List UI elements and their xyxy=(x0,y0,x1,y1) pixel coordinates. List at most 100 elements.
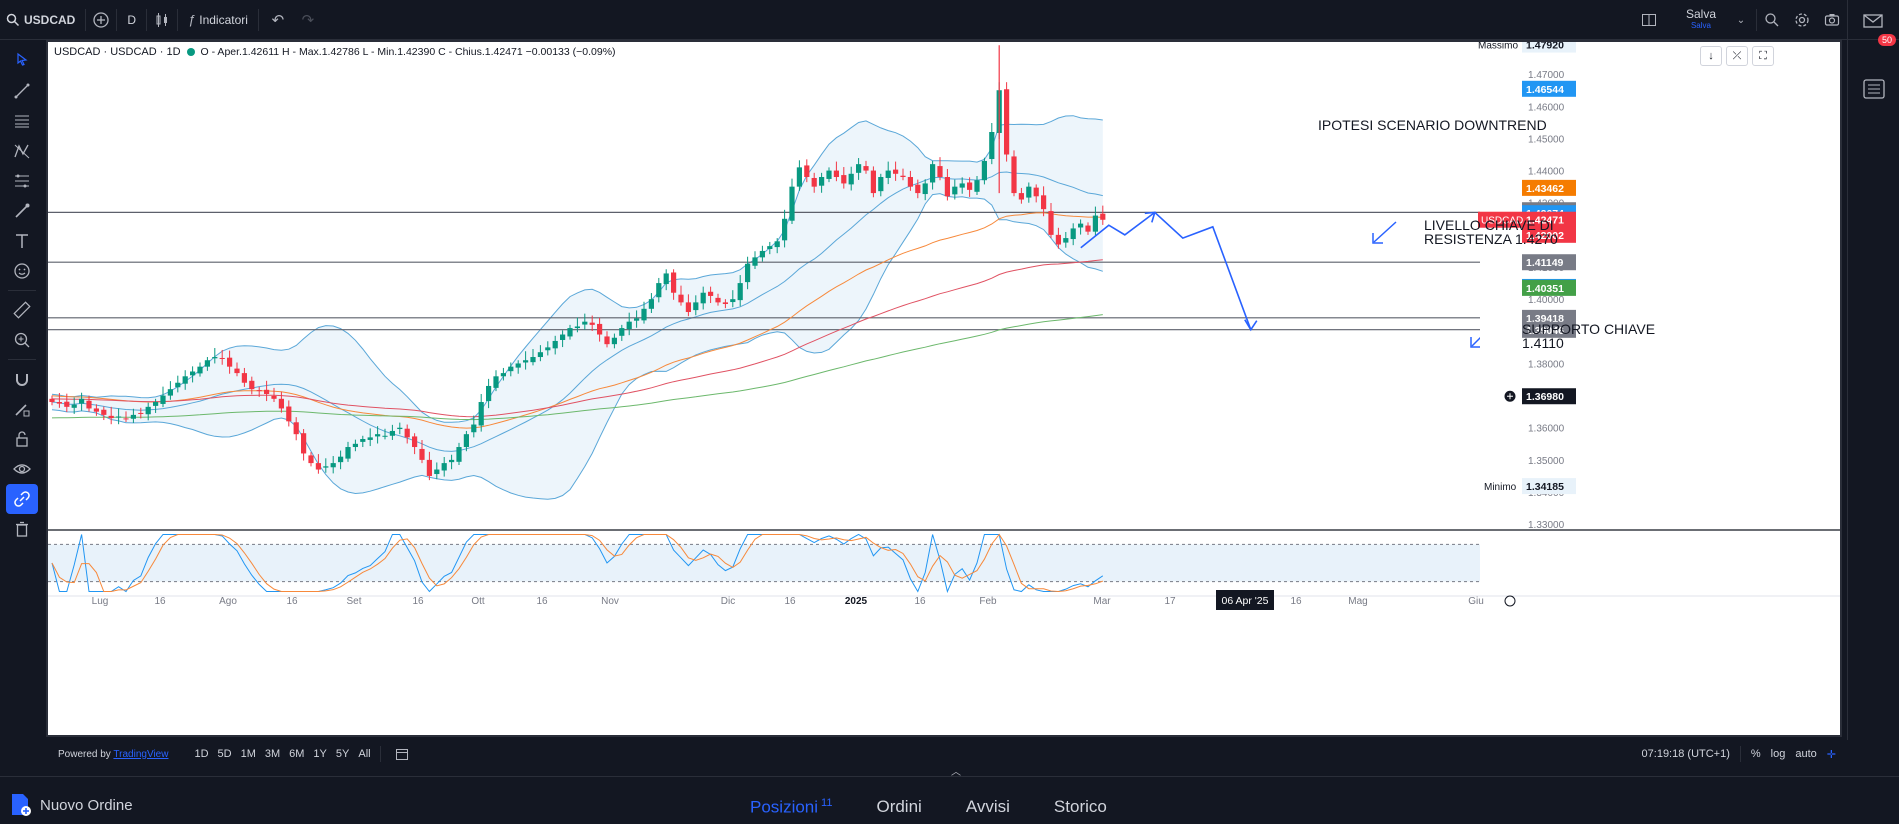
time-tick-label[interactable]: 16 xyxy=(154,596,166,607)
range-5d[interactable]: 5D xyxy=(217,748,232,760)
settings-button[interactable] xyxy=(1787,5,1817,35)
crosshair-icon[interactable]: ✛ xyxy=(1826,748,1836,761)
chart-svg[interactable]: 100.000.0046.4742.10 1.47000 1.46000 1.450… xyxy=(48,42,1840,735)
scroll-down-button[interactable]: ↓ xyxy=(1700,46,1722,66)
resistance-pointer[interactable] xyxy=(1373,221,1397,243)
tab-positions[interactable]: Posizioni 11 xyxy=(750,797,832,818)
horizontal-levels[interactable] xyxy=(48,211,1480,331)
price-tag[interactable]: 1.47920 xyxy=(1522,42,1576,53)
goto-date-button[interactable] xyxy=(387,739,417,769)
price-tick-label[interactable]: 1.44000 xyxy=(1528,167,1565,178)
time-tick-label[interactable]: Mag xyxy=(1348,596,1367,607)
range-all[interactable]: All xyxy=(358,748,371,760)
time-tick-label[interactable]: Set xyxy=(346,596,361,607)
annotation-text[interactable]: IPOTESI SCENARIO DOWNTREND xyxy=(1318,117,1547,133)
log-toggle[interactable]: log xyxy=(1770,748,1786,760)
legend-title[interactable]: USDCAD · USDCAD · 1D xyxy=(54,46,181,58)
symbol-tag-bg[interactable] xyxy=(1478,211,1522,228)
maximize-button[interactable]: ⛶ xyxy=(1752,46,1774,66)
time-tick-label[interactable]: 16 xyxy=(914,596,926,607)
stay-drawing-tool[interactable] xyxy=(6,394,38,424)
annotations[interactable]: IPOTESI SCENARIO DOWNTREND LIVELLO CHIAVE… xyxy=(1318,117,1655,351)
price-tag[interactable]: 1.42471 xyxy=(1522,211,1576,228)
price-tick-label[interactable]: 1.47000 xyxy=(1528,70,1565,81)
price-tag[interactable]: 1.43462 xyxy=(1522,179,1576,196)
time-axis[interactable]: Lug 16 Ago 16 Set 16 Ott 16 Nov Dic 16 2025 16 Feb Mar… xyxy=(48,590,1840,610)
chart-type-button[interactable] xyxy=(147,5,177,35)
tab-orders[interactable]: Ordini xyxy=(876,797,921,818)
price-tag[interactable]: 1.41149 xyxy=(1522,254,1576,271)
projection-arrowhead[interactable] xyxy=(1244,319,1258,332)
price-tick-label[interactable]: 1.40000 xyxy=(1528,295,1565,306)
time-tick-label[interactable]: 16 xyxy=(412,596,424,607)
snapshot-button[interactable] xyxy=(1817,5,1847,35)
price-tag[interactable]: 1.39046 xyxy=(1522,321,1576,338)
zoom-tool[interactable] xyxy=(6,325,38,355)
range-1d[interactable]: 1D xyxy=(194,748,209,760)
price-tag[interactable]: 1.46544 xyxy=(1522,80,1576,97)
tradingview-link[interactable]: TradingView xyxy=(113,748,169,760)
fib-tool[interactable] xyxy=(6,106,38,136)
collapse-button[interactable]: ⤫ xyxy=(1726,46,1748,66)
projection-path[interactable] xyxy=(1080,211,1252,330)
time-tick-label[interactable]: Nov xyxy=(601,596,619,607)
symbol-search[interactable]: USDCAD xyxy=(0,0,85,40)
axis-settings-icon[interactable] xyxy=(1504,595,1516,607)
annotation-text[interactable]: RESISTENZA 1.4270 xyxy=(1424,231,1558,247)
time-tick-label[interactable]: Giu xyxy=(1468,596,1484,607)
lock-tool[interactable] xyxy=(6,424,38,454)
time-tick-label[interactable]: 16 xyxy=(1290,596,1302,607)
text-tool[interactable] xyxy=(6,226,38,256)
price-tag[interactable]: 1.42002 xyxy=(1522,226,1576,243)
forecast-tool[interactable] xyxy=(6,166,38,196)
measure-tool[interactable] xyxy=(6,295,38,325)
time-tick-label[interactable]: 16 xyxy=(536,596,548,607)
price-tick-label[interactable]: 1.46000 xyxy=(1528,102,1565,113)
support-pointer-head[interactable] xyxy=(1470,337,1481,348)
range-1y[interactable]: 1Y xyxy=(313,748,327,760)
cursor-tool[interactable] xyxy=(6,44,38,74)
cursor-date-label[interactable]: 06 Apr '25 xyxy=(1222,595,1269,607)
percent-toggle[interactable]: % xyxy=(1750,748,1761,760)
resistance-pointer-head[interactable] xyxy=(1372,233,1383,244)
undo-button[interactable]: ↶ xyxy=(263,5,293,35)
time-tick-label[interactable]: 2025 xyxy=(845,596,868,607)
time-tick-label[interactable]: 16 xyxy=(286,596,298,607)
range-6m[interactable]: 6M xyxy=(289,748,305,760)
time-tick-label[interactable]: Lug xyxy=(92,596,109,607)
price-tag[interactable]: 1.40351 xyxy=(1522,279,1576,296)
time-tick-label[interactable]: 16 xyxy=(784,596,796,607)
watchlist-button[interactable] xyxy=(1859,74,1889,104)
time-tick-label[interactable]: Ago xyxy=(219,596,237,607)
compare-button[interactable] xyxy=(86,5,116,35)
time-tick-label[interactable]: Mar xyxy=(1093,596,1111,607)
quick-search-button[interactable] xyxy=(1757,5,1787,35)
range-5y[interactable]: 5Y xyxy=(335,748,350,760)
layout-button[interactable] xyxy=(1634,5,1664,35)
redo-button[interactable]: ↷ xyxy=(293,5,323,35)
save-button[interactable]: Salva Salva xyxy=(1676,8,1726,32)
time-tick-label[interactable]: 17 xyxy=(1164,596,1176,607)
tab-alerts[interactable]: Avvisi xyxy=(966,797,1010,818)
price-tag[interactable]: 1.34185 xyxy=(1522,478,1576,495)
price-axis[interactable]: 1.470001.460001.450001.440001.430001.420… xyxy=(48,42,1840,735)
pattern-tool[interactable] xyxy=(6,136,38,166)
new-order-button[interactable]: Nuovo Ordine xyxy=(10,793,133,817)
sync-tool[interactable] xyxy=(6,484,38,514)
symbol-tag-label[interactable]: USDCAD xyxy=(1481,216,1523,227)
panel-toggle[interactable]: ︿ xyxy=(944,764,968,778)
price-tick-label[interactable]: 1.35000 xyxy=(1528,456,1565,467)
chart-area[interactable]: 100.000.0046.4742.10 1.47000 1.46000 1.450… xyxy=(46,40,1842,737)
range-3m[interactable]: 3M xyxy=(264,748,281,760)
clock[interactable]: 07:19:18 (UTC+1) xyxy=(1641,748,1730,760)
projection-arrows[interactable] xyxy=(1080,211,1491,348)
annotation-text[interactable]: SUPPORTO CHIAVE xyxy=(1522,321,1655,337)
time-tick-label[interactable]: Ott xyxy=(471,596,485,607)
trendline-tool[interactable] xyxy=(6,76,38,106)
messages-button[interactable] xyxy=(1858,6,1888,36)
projection-arrowhead[interactable] xyxy=(1144,211,1156,223)
price-tick-label[interactable]: 1.38000 xyxy=(1528,359,1565,370)
indicators-button[interactable]: ƒ Indicatori xyxy=(178,0,258,40)
price-tag[interactable]: 1.36980 xyxy=(1522,388,1576,405)
hide-tool[interactable] xyxy=(6,454,38,484)
